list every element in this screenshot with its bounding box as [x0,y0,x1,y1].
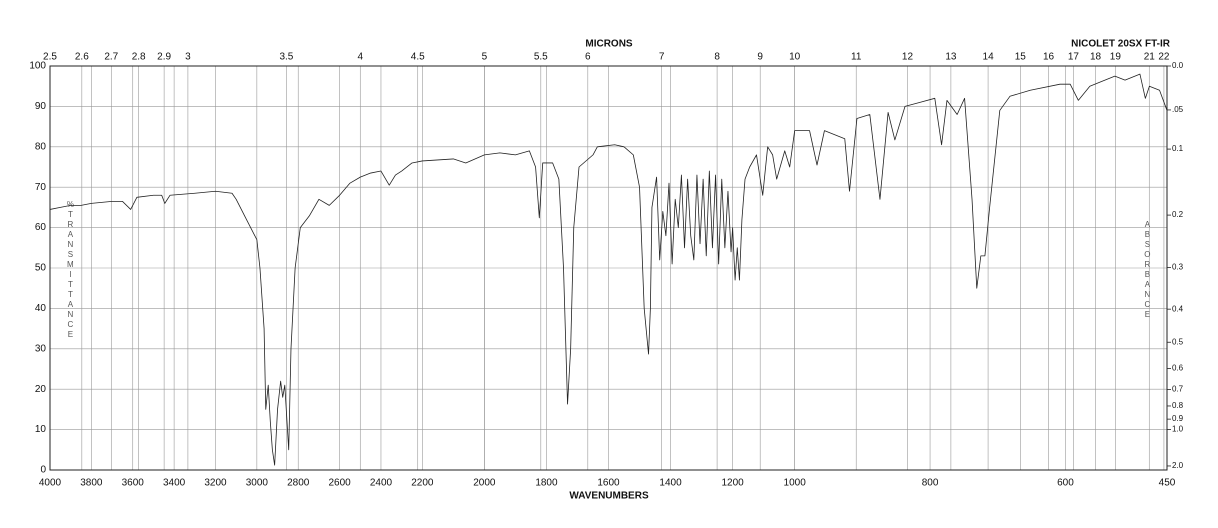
x-tick-label: 1800 [535,478,558,489]
y2-tick-label: 0.7 [1172,385,1184,394]
x-tick-label: 1000 [784,478,807,489]
x-tick-label: 3800 [80,478,103,489]
y2-tick-label: 0.8 [1172,401,1184,410]
chart-title: NICOLET 20SX FT-IR [1071,39,1171,50]
x-tick-label: 3000 [246,478,269,489]
y2-tick-label: 0.5 [1172,337,1184,346]
x2-tick-label: 10 [789,52,801,63]
x2-tick-label: 4.5 [411,52,425,63]
x2-tick-label: 3.5 [279,52,293,63]
x2-tick-label: 2.7 [104,52,118,63]
grid [49,65,1168,471]
y2-tick-label: 0.3 [1172,263,1184,272]
x2-tick-label: 19 [1110,52,1122,63]
x2-tick-label: 15 [1015,52,1027,63]
y-tick-label: 100 [29,61,46,72]
y-tick-label: 70 [35,182,47,193]
x2-tick-label: 18 [1090,52,1102,63]
y2-tick-label: .05 [1172,105,1184,114]
y-tick-label: 40 [35,303,47,314]
x-tick-label: 2800 [287,478,310,489]
y-tick-label: 20 [35,384,47,395]
x-tick-label: 600 [1057,478,1074,489]
x2-tick-label: 14 [983,52,995,63]
x2-tick-label: 2.8 [132,52,146,63]
y2-tick-label: 1.0 [1172,425,1184,434]
y-tick-label: 90 [35,101,47,112]
y2-tick-label: 0.4 [1172,304,1184,313]
x-tick-label: 450 [1159,478,1176,489]
x2-tick-label: 4 [357,52,363,63]
y2-tick-label: 0.9 [1172,414,1184,423]
x2-tick-label: 2.6 [75,52,89,63]
x-tick-label: 3400 [163,478,186,489]
y-tick-label: 30 [35,343,47,354]
x2-tick-label: 11 [851,52,862,63]
x2-axis-title: MICRONS [585,39,633,50]
spectrum-line [49,73,1168,466]
x2-tick-label: 12 [902,52,914,63]
y-tick-label: 60 [35,222,47,233]
x2-tick-label: 17 [1068,52,1080,63]
x-tick-label: 2000 [473,478,496,489]
x2-tick-label: 5.5 [534,52,548,63]
x-tick-label: 2600 [328,478,351,489]
x-tick-label: 1200 [721,478,744,489]
x-tick-label: 3200 [204,478,227,489]
x2-tick-label: 3 [185,52,191,63]
y2-tick-label: 0.1 [1172,144,1184,153]
x-tick-label: 4000 [39,478,62,489]
x-tick-label: 2200 [411,478,434,489]
y2-tick-label: 0.6 [1172,364,1184,373]
x-tick-label: 1400 [659,478,682,489]
x2-tick-label: 6 [585,52,591,63]
x-tick-label: 3600 [122,478,145,489]
y-tick-label: 0 [40,465,46,476]
x2-tick-label: 21 [1144,52,1156,63]
y-tick-label: 10 [35,424,47,435]
plot-frame [49,65,1168,471]
x2-tick-label: 16 [1043,52,1055,63]
x2-tick-label: 9 [757,52,763,63]
x-axis-title: WAVENUMBERS [569,491,649,502]
y2-tick-label: 0.0 [1172,61,1184,70]
x-tick-label: 1600 [597,478,620,489]
x-tick-label: 2400 [370,478,393,489]
y-tick-label: 80 [35,141,47,152]
x2-tick-label: 22 [1158,52,1170,63]
x2-tick-label: 2.5 [43,52,57,63]
x2-tick-label: 8 [714,52,720,63]
x2-tick-label: 7 [659,52,665,63]
x2-tick-label: 13 [945,52,957,63]
y2-tick-label: 0.2 [1172,210,1184,219]
y2-axis-title: ABSORBANCE [1143,220,1152,320]
y-axis-title: %TRANSMITTANCE [66,200,75,340]
x2-tick-label: 5 [482,52,488,63]
y2-tick-label: 2.0 [1172,461,1184,470]
x-tick-label: 800 [922,478,939,489]
y-tick-label: 50 [35,263,47,274]
x2-tick-label: 2.9 [157,52,171,63]
